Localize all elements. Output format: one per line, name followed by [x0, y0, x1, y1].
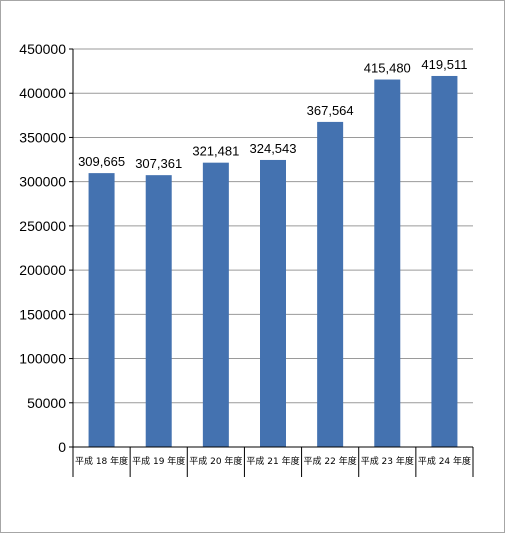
data-label: 419,511	[421, 57, 467, 72]
x-category-label: 平成 19 年度	[132, 455, 185, 467]
bar	[88, 173, 115, 447]
y-tick-label: 350000	[19, 129, 66, 145]
x-category-label: 平成 24 年度	[418, 455, 471, 467]
bar	[202, 162, 229, 448]
y-tick-label: 200000	[19, 262, 66, 278]
data-label: 309,665	[78, 154, 125, 169]
data-label: 415,480	[364, 61, 411, 76]
x-category-label: 平成 21 年度	[246, 455, 299, 467]
y-tick-label: 0	[58, 439, 66, 455]
bar	[431, 75, 458, 448]
y-tick-label: 400000	[19, 85, 66, 101]
x-category-label: 平成 20 年度	[189, 455, 242, 467]
data-label: 321,481	[192, 144, 239, 159]
bar	[260, 159, 286, 447]
y-tick-labels: 0 50000 100000 150000 200000 250000 300000 3500…	[19, 41, 66, 455]
y-tick-label: 50000	[27, 395, 66, 411]
x-category-labels: 平成 18 年度 平成 19 年度 平成 20 年度 平成 21 年度 平成 22 年度…	[75, 455, 471, 467]
x-category-label: 平成 18 年度	[75, 455, 128, 467]
data-label: 367,564	[307, 103, 354, 118]
data-labels: 309,665 307,361 321,481 324,543 367,564 415,4…	[78, 57, 467, 171]
y-tick-label: 250000	[19, 218, 66, 234]
y-tick-label: 300000	[19, 174, 66, 190]
bar	[374, 79, 401, 448]
y-tick-label: 150000	[19, 306, 66, 322]
axes	[69, 48, 474, 477]
y-tick-label: 100000	[19, 351, 66, 367]
x-category-label: 平成 23 年度	[361, 455, 414, 467]
bars	[88, 75, 458, 448]
data-label: 324,543	[250, 141, 297, 156]
bar	[317, 121, 344, 447]
x-category-label: 平成 22 年度	[304, 455, 357, 467]
data-label: 307,361	[135, 156, 182, 171]
bar	[145, 175, 172, 448]
y-tick-label: 450000	[19, 41, 66, 57]
